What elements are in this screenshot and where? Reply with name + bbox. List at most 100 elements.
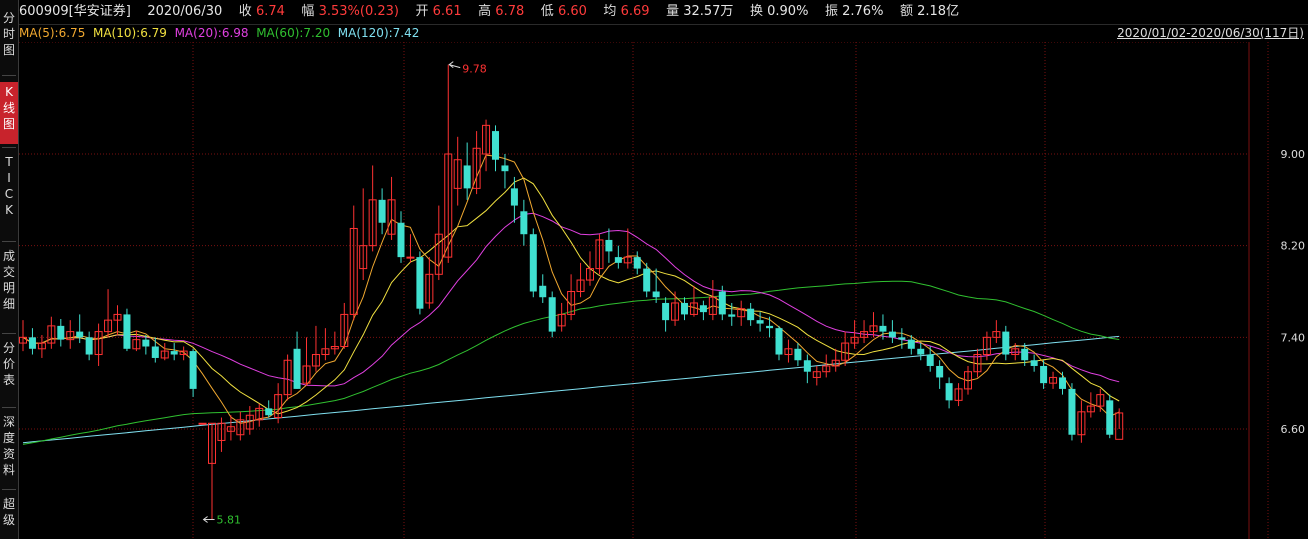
candle-body <box>1106 400 1114 435</box>
sidebar-tab-char: T <box>5 155 13 169</box>
sidebar-tab-char: 线 <box>2 101 15 115</box>
ma5-legend: MA(5):6.75 <box>19 26 86 40</box>
sidebar-tab-5[interactable]: 深度资料 <box>0 412 18 486</box>
candle-body <box>94 331 103 356</box>
change-value: 3.53%(0.23) <box>318 4 399 19</box>
candle-body <box>66 331 75 341</box>
candle-body <box>330 346 339 350</box>
candle-body <box>1021 348 1029 361</box>
candle-body <box>992 331 1001 338</box>
sidebar-tab-char: K <box>5 203 13 217</box>
candle-body <box>860 331 869 338</box>
y-tick-label: 8.20 <box>1281 240 1306 253</box>
date-range-link[interactable]: 2020/01/02-2020/06/30(117日) <box>1117 26 1304 40</box>
candle-body <box>113 313 122 321</box>
sidebar-separator <box>2 241 16 242</box>
candle-body <box>879 325 887 332</box>
candle-body <box>434 233 443 275</box>
candle-body <box>1086 405 1095 413</box>
close-label: 收 <box>238 4 252 19</box>
candle-body <box>576 279 585 293</box>
sidebar-tab-char: 明 <box>2 281 15 295</box>
sidebar-tab-0[interactable]: 分时图 <box>0 8 18 72</box>
sidebar-tab-char: 价 <box>2 357 15 371</box>
candle-body <box>1096 394 1105 407</box>
candle-body <box>274 394 283 419</box>
candle-body <box>689 302 698 315</box>
amount-label: 额 <box>899 4 913 19</box>
sidebar-separator <box>2 333 16 334</box>
sidebar-tab-6[interactable]: 超级 <box>0 494 18 539</box>
candle-body <box>217 422 226 441</box>
amplitude-label: 振 <box>824 4 838 19</box>
candle-body <box>850 336 859 344</box>
open-value: 6.61 <box>432 4 462 19</box>
sidebar-tab-char: 级 <box>2 513 15 527</box>
candle-body <box>784 348 793 356</box>
sidebar-tab-char: 交 <box>2 265 15 279</box>
candle-body <box>671 302 680 321</box>
candle-body <box>321 348 330 356</box>
low-label: 低 <box>540 4 554 19</box>
candle-body <box>463 165 471 189</box>
candle-body <box>397 222 405 258</box>
candle-body <box>472 147 481 189</box>
candle-body <box>1115 412 1124 440</box>
candle-body <box>737 308 746 318</box>
sidebar-tab-char: 表 <box>2 373 15 387</box>
candle-body <box>28 337 36 349</box>
candle-body <box>898 337 906 340</box>
candle-body <box>142 339 150 347</box>
candle-body <box>728 314 736 317</box>
annotation-arrow-line <box>449 64 461 69</box>
turnover-label: 换 <box>749 4 763 19</box>
candle-body <box>37 342 46 350</box>
candle-body <box>803 360 811 372</box>
candle-body <box>614 257 622 263</box>
candle-body <box>557 313 566 327</box>
candle-body <box>964 371 972 390</box>
sidebar-tab-char: 分 <box>2 341 15 355</box>
ma-legend-bar: MA(5):6.75 MA(10):6.79 MA(20):6.98 MA(60… <box>19 24 1308 42</box>
candle-body <box>973 354 982 373</box>
candle-body <box>567 291 576 315</box>
candle-body <box>368 199 377 247</box>
candle-body <box>85 337 93 355</box>
candle-body <box>444 153 453 258</box>
candle-body <box>1049 376 1058 384</box>
candle-body <box>255 407 264 421</box>
candle-body <box>123 314 131 349</box>
candle-body <box>416 257 424 309</box>
candle-body <box>812 371 821 378</box>
ma10-line <box>22 177 1120 415</box>
sidebar-tab-3[interactable]: 成交明细 <box>0 246 18 330</box>
quote-date: 2020/06/30 <box>147 4 223 19</box>
candle-body <box>189 351 197 389</box>
candle-body <box>586 268 594 281</box>
low-value: 6.60 <box>557 4 587 19</box>
high-value: 6.78 <box>495 4 525 19</box>
candle-body <box>718 291 726 315</box>
candle-body <box>756 320 764 324</box>
kline-chart[interactable]: 9.00 8.20 7.40 6.60 9.78 5.81 <box>19 42 1308 539</box>
candle-body <box>643 268 651 292</box>
candle-body <box>425 273 434 304</box>
candle-body <box>453 159 462 189</box>
annotation-label: 9.78 <box>462 63 487 76</box>
sidebar-tab-char: 图 <box>2 43 15 57</box>
candle-body <box>794 348 802 361</box>
candle-body <box>822 365 831 373</box>
candle-body <box>1030 360 1038 366</box>
candle-body <box>349 227 358 315</box>
ma60-legend: MA(60):7.20 <box>256 26 331 40</box>
annotation-arrow-head <box>202 516 208 523</box>
candle-body <box>623 256 632 264</box>
high-label: 高 <box>478 4 492 19</box>
sidebar-tab-char: I <box>7 171 11 185</box>
y-tick-label: 9.00 <box>1281 148 1306 161</box>
ma120-legend: MA(120):7.42 <box>337 26 420 40</box>
sidebar-tab-4[interactable]: 分价表 <box>0 338 18 404</box>
